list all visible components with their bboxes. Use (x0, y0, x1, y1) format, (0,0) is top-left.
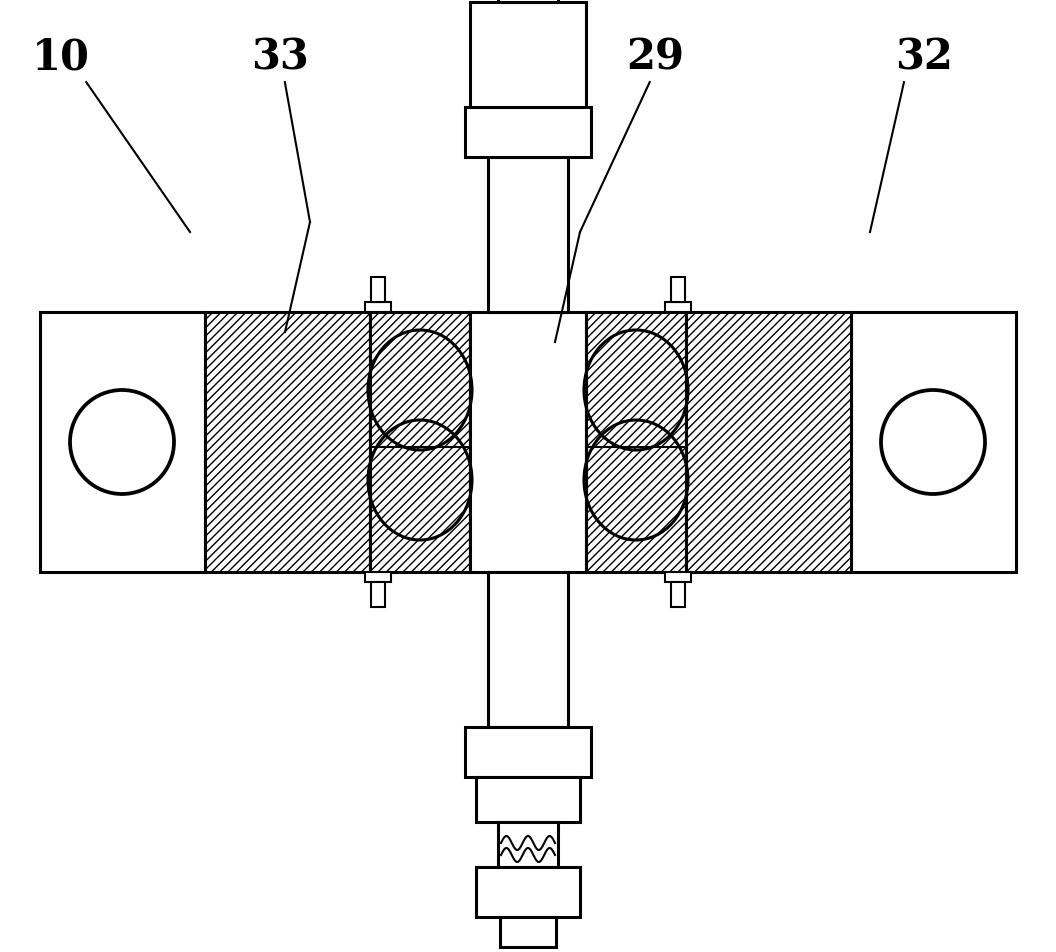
Bar (470, 2, 586, 107)
Text: 29: 29 (626, 36, 683, 78)
Bar (586, 312, 686, 572)
Bar (371, 582, 385, 607)
Text: 33: 33 (251, 36, 308, 78)
Bar (40, 312, 205, 572)
Bar (498, 0, 558, 2)
Bar (371, 277, 385, 302)
Bar (671, 582, 685, 607)
Bar (671, 277, 685, 302)
Bar (488, 572, 568, 727)
Bar (470, 312, 586, 572)
Bar (665, 572, 691, 582)
Bar (665, 302, 691, 312)
Bar (205, 312, 370, 572)
Text: 10: 10 (33, 36, 90, 78)
Bar (499, 917, 557, 947)
Bar (476, 867, 580, 917)
Bar (498, 822, 558, 867)
Bar (465, 727, 591, 777)
Bar (365, 302, 391, 312)
Bar (476, 777, 580, 822)
Bar (488, 157, 568, 312)
Text: 32: 32 (895, 36, 953, 78)
Bar (365, 572, 391, 582)
Bar (370, 312, 470, 572)
Bar (686, 312, 851, 572)
Bar (465, 107, 591, 157)
Bar (851, 312, 1016, 572)
